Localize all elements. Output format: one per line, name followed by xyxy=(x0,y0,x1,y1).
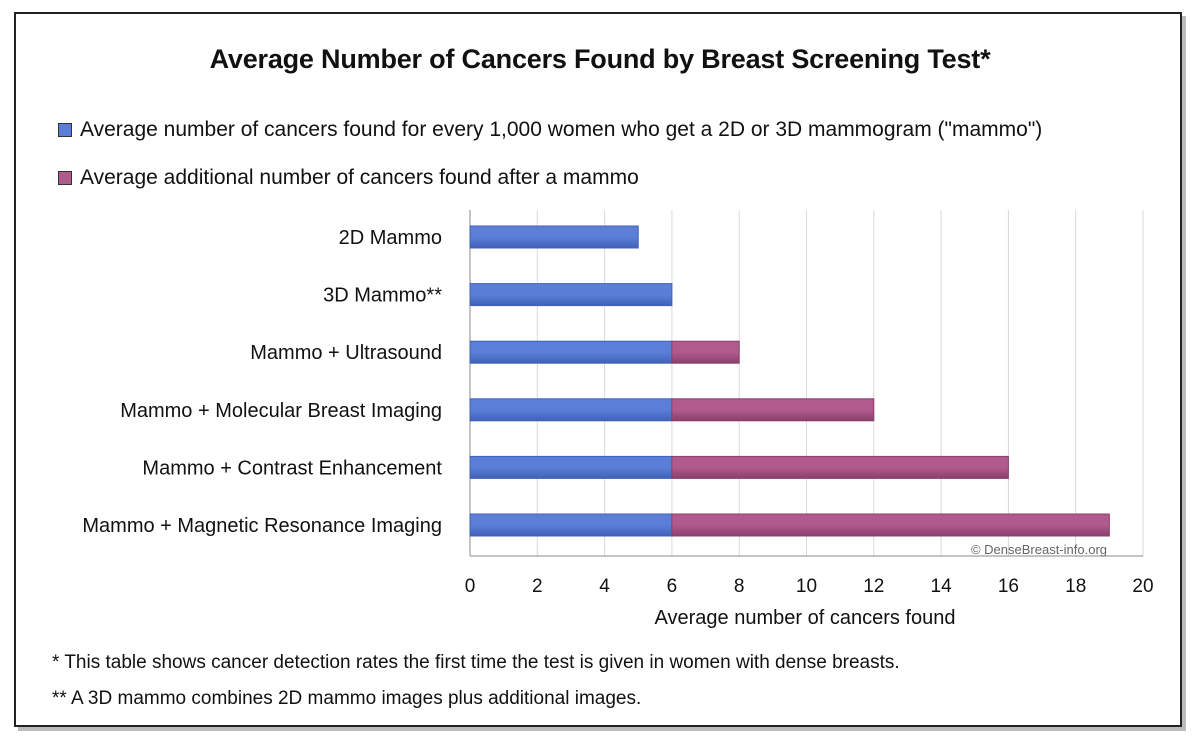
bar-additional xyxy=(671,513,1110,537)
footnote-2: ** A 3D mammo combines 2D mammo images p… xyxy=(52,688,642,709)
legend-label-additional: Average additional number of cancers fou… xyxy=(80,166,639,189)
bar-mammo xyxy=(469,340,673,364)
x-tick-label: 12 xyxy=(863,576,884,597)
x-tick-label: 6 xyxy=(667,576,678,597)
category-label: Mammo + Magnetic Resonance Imaging xyxy=(82,515,442,537)
x-tick-label: 8 xyxy=(734,576,745,597)
x-axis-title: Average number of cancers found xyxy=(655,607,956,629)
chart-title: Average Number of Cancers Found by Breas… xyxy=(209,44,991,74)
x-tick-label: 10 xyxy=(796,576,817,597)
bar-additional xyxy=(671,340,740,364)
bar-mammo xyxy=(469,283,673,307)
legend-item-mammo: Average number of cancers found for ever… xyxy=(58,118,1042,142)
x-tick-label: 20 xyxy=(1132,576,1153,597)
category-label: Mammo + Contrast Enhancement xyxy=(142,457,442,479)
x-tick-label: 14 xyxy=(931,576,953,597)
x-tick-label: 0 xyxy=(465,576,476,597)
legend-label-mammo: Average number of cancers found for ever… xyxy=(80,118,1043,141)
bar-additional xyxy=(671,455,1009,479)
legend-swatch-mammo xyxy=(58,123,72,137)
bar-mammo xyxy=(469,513,673,537)
bar-additional xyxy=(671,398,875,422)
legend-swatch-additional xyxy=(58,171,72,185)
bar-mammo xyxy=(469,398,673,422)
x-tick-label: 18 xyxy=(1065,576,1086,597)
bar-mammo xyxy=(469,455,673,479)
footnote-1: * This table shows cancer detection rate… xyxy=(52,652,900,673)
bar-mammo xyxy=(469,225,639,249)
x-tick-label: 4 xyxy=(599,576,610,597)
x-tick-label: 16 xyxy=(998,576,1019,597)
category-label: Mammo + Ultrasound xyxy=(250,342,442,364)
watermark: © DenseBreast-info.org xyxy=(971,542,1107,557)
category-label: 2D Mammo xyxy=(339,227,442,249)
chart-frame xyxy=(14,12,1182,727)
x-tick-label: 2 xyxy=(532,576,543,597)
legend-item-additional: Average additional number of cancers fou… xyxy=(58,166,639,190)
category-label: Mammo + Molecular Breast Imaging xyxy=(120,400,442,422)
category-label: 3D Mammo** xyxy=(323,285,442,307)
